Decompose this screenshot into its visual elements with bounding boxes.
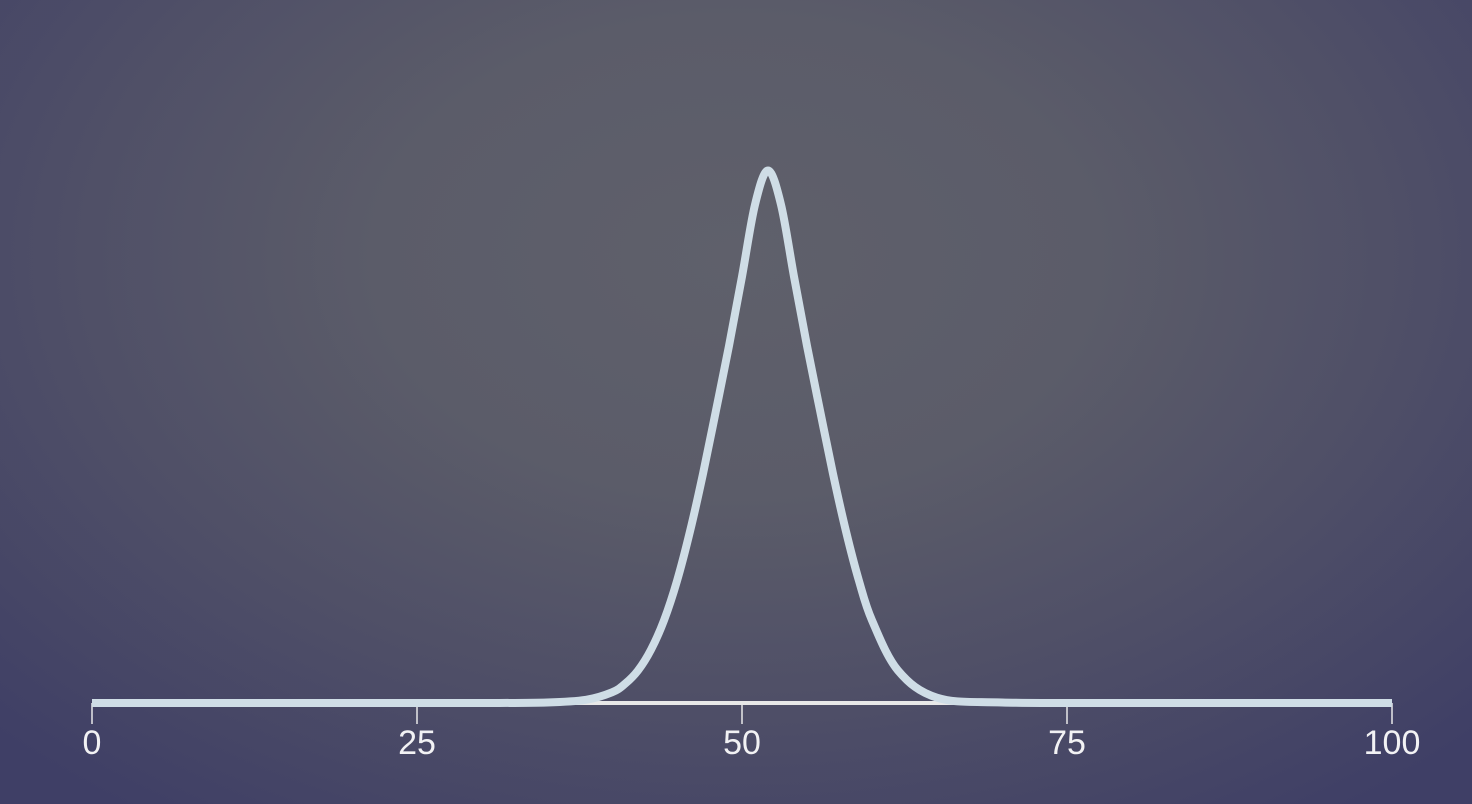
series-layer (92, 166, 1392, 708)
x-tick-label: 100 (1364, 724, 1421, 762)
x-tick-label: 0 (83, 724, 102, 762)
x-tick-label: 75 (1048, 724, 1086, 762)
x-tick-label: 25 (398, 724, 436, 762)
x-tick-label: 50 (723, 724, 761, 762)
x-axis: 0 25 50 75 100 (83, 701, 1421, 762)
series-line (92, 166, 1392, 708)
